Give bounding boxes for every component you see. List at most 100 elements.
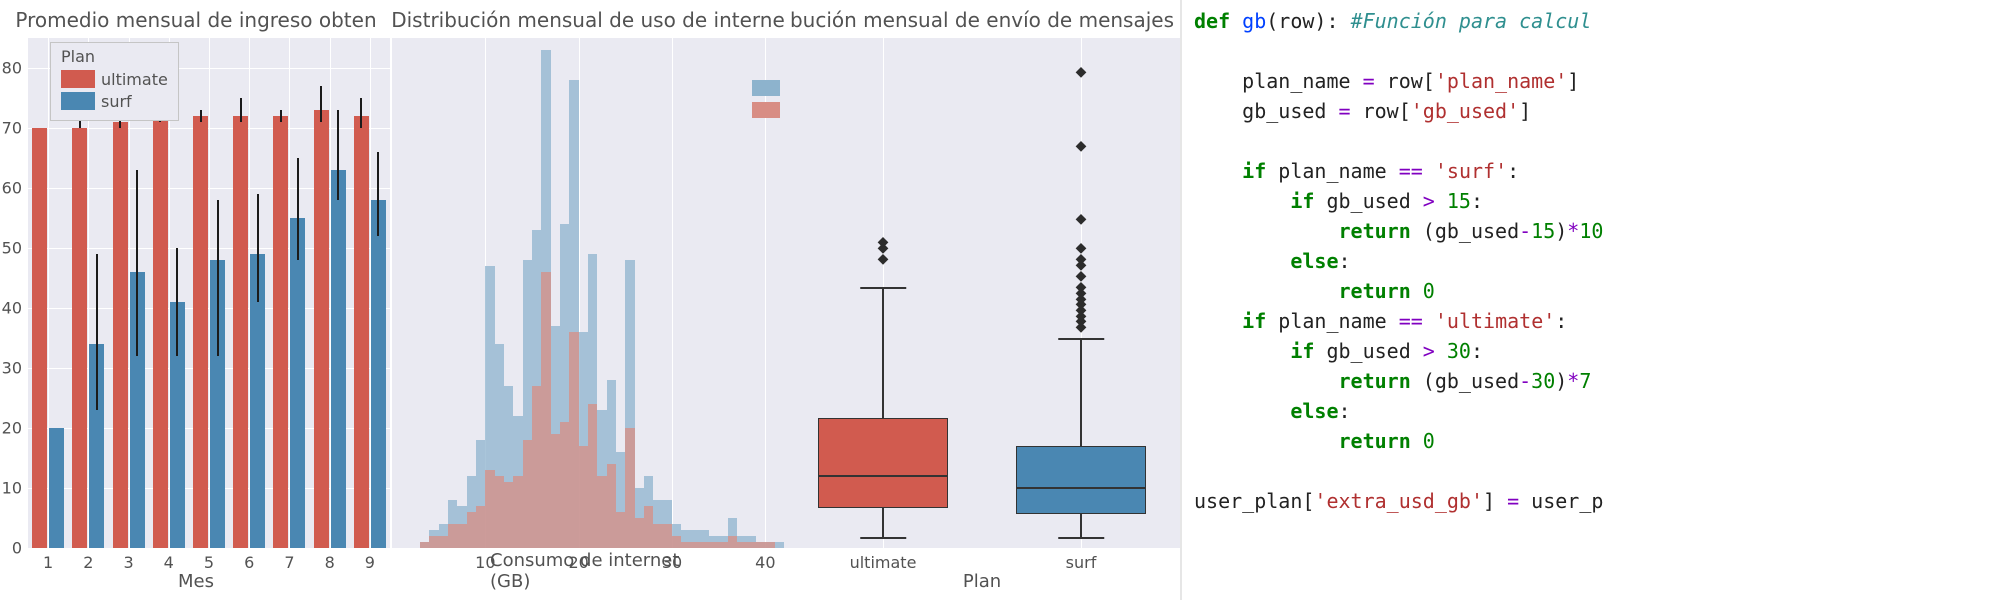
hist-bar-ultimate xyxy=(523,440,532,548)
whisker xyxy=(1080,338,1082,446)
bar-surf xyxy=(130,272,145,548)
bar-surf xyxy=(331,170,346,548)
chart-box-panel: bución mensual de envío de mensajes ulti… xyxy=(784,0,1180,600)
legend-swatch-surf xyxy=(752,80,780,96)
whisker-cap xyxy=(860,287,906,289)
hist-bar-ultimate xyxy=(653,524,662,548)
hist-bar-ultimate xyxy=(532,386,541,548)
bar-surf xyxy=(290,218,305,548)
chart-bar-title: Promedio mensual de ingreso obten xyxy=(15,8,376,32)
bar-ultimate xyxy=(233,116,248,548)
hist-bar-ultimate xyxy=(448,524,457,548)
hist-bar-ultimate xyxy=(513,476,522,548)
legend-row-ultimate: ultimate xyxy=(61,68,168,90)
xtick: 5 xyxy=(204,553,214,572)
box-ultimate xyxy=(818,418,948,509)
chart-hist-title: Distribución mensual de uso de interne xyxy=(391,8,785,32)
ytick: 20 xyxy=(2,419,22,438)
ytick: 10 xyxy=(2,479,22,498)
ytick: 50 xyxy=(2,239,22,258)
ytick: 80 xyxy=(2,59,22,78)
bar-surf xyxy=(250,254,265,548)
outlier: ◆ xyxy=(1076,64,1087,80)
xtick: 7 xyxy=(284,553,294,572)
bar-ultimate xyxy=(273,116,288,548)
hist-bar-ultimate xyxy=(485,470,494,548)
bar-ultimate xyxy=(72,128,87,548)
chart-bar-xlabel: Mes xyxy=(178,571,214,592)
legend-swatch-ultimate xyxy=(752,102,780,118)
hist-bar-ultimate xyxy=(644,506,653,548)
ytick: 30 xyxy=(2,359,22,378)
bar-ultimate xyxy=(113,122,128,548)
whisker xyxy=(882,508,884,536)
xtick: 3 xyxy=(123,553,133,572)
chart-bar-panel: Promedio mensual de ingreso obten 0 10 20 3… xyxy=(0,0,392,600)
ytick: 0 xyxy=(12,539,22,558)
hist-bar-ultimate xyxy=(597,476,606,548)
bar-surf xyxy=(49,428,64,548)
whisker-cap xyxy=(1058,338,1104,340)
whisker xyxy=(882,287,884,417)
layout: Promedio mensual de ingreso obten 010203… xyxy=(0,0,2000,600)
hist-bar-ultimate xyxy=(467,512,476,548)
hist-bar-ultimate xyxy=(495,476,504,548)
chart-box-xlabel: Plan xyxy=(963,571,1001,592)
outlier: ◆ xyxy=(1076,240,1087,256)
hist-bar-ultimate xyxy=(728,536,737,548)
code-panel: def gb(row): #Función para calcul plan_n… xyxy=(1180,0,2000,600)
hist-bar-ultimate xyxy=(737,542,746,548)
hist-bar-ultimate xyxy=(439,536,448,548)
whisker-cap xyxy=(1058,537,1104,539)
hist-bar-ultimate xyxy=(625,428,634,548)
legend: Plan ultimatesurf xyxy=(50,42,179,121)
hist-bar-ultimate xyxy=(635,518,644,548)
chart-box-plotarea: ultimate◆◆◆surf◆◆◆◆◆◆◆◆◆◆◆◆◆◆◆ xyxy=(784,38,1180,548)
hist-bar-ultimate xyxy=(551,434,560,548)
whisker-cap xyxy=(860,537,906,539)
median-line xyxy=(819,475,947,477)
hist-bar-ultimate xyxy=(691,542,700,548)
bar-ultimate xyxy=(193,116,208,548)
hist-bar-ultimate xyxy=(560,422,569,548)
hist-bar-ultimate xyxy=(588,404,597,548)
xtick: ultimate xyxy=(850,553,917,572)
hist-bar-ultimate xyxy=(747,542,756,548)
chart-bar-plotarea: 01020304050607080123456789Planultimatesu… xyxy=(28,38,390,548)
hist-bar-ultimate xyxy=(616,512,625,548)
hist-bar-surf xyxy=(775,542,784,548)
hist-bar-ultimate xyxy=(569,332,578,548)
bar-surf xyxy=(210,260,225,548)
ytick: 70 xyxy=(2,119,22,138)
chart-hist-xlabel: Consumo de internet (GB) xyxy=(490,550,686,592)
hist-bar-ultimate xyxy=(457,524,466,548)
ytick: 60 xyxy=(2,179,22,198)
whisker xyxy=(1080,514,1082,537)
legend-row-surf: surf xyxy=(61,90,168,112)
chart-box-title: bución mensual de envío de mensajes xyxy=(790,8,1174,32)
xtick: 9 xyxy=(365,553,375,572)
bar-ultimate xyxy=(354,116,369,548)
hist-bar-ultimate xyxy=(765,542,774,548)
legend-title: Plan xyxy=(61,47,168,66)
hist-bar-ultimate xyxy=(756,542,765,548)
bar-ultimate xyxy=(153,110,168,548)
hist-bar-ultimate xyxy=(504,482,513,548)
bar-surf xyxy=(89,344,104,548)
bar-ultimate xyxy=(32,128,47,548)
hist-bar-ultimate xyxy=(476,506,485,548)
xtick: 1 xyxy=(43,553,53,572)
median-line xyxy=(1017,487,1145,489)
bar-ultimate xyxy=(314,110,329,548)
chart-hist-plotarea: 10203040 xyxy=(392,38,784,548)
xtick: 2 xyxy=(83,553,93,572)
hist-bar-ultimate xyxy=(541,272,550,548)
hist-bar-ultimate xyxy=(709,542,718,548)
outlier: ◆ xyxy=(1076,138,1087,154)
hist-bar-ultimate xyxy=(420,542,429,548)
hist-bar-ultimate xyxy=(672,536,681,548)
hist-bar-ultimate xyxy=(700,542,709,548)
xtick: surf xyxy=(1066,553,1097,572)
hist-bar-ultimate xyxy=(719,542,728,548)
xtick: 40 xyxy=(755,553,775,572)
